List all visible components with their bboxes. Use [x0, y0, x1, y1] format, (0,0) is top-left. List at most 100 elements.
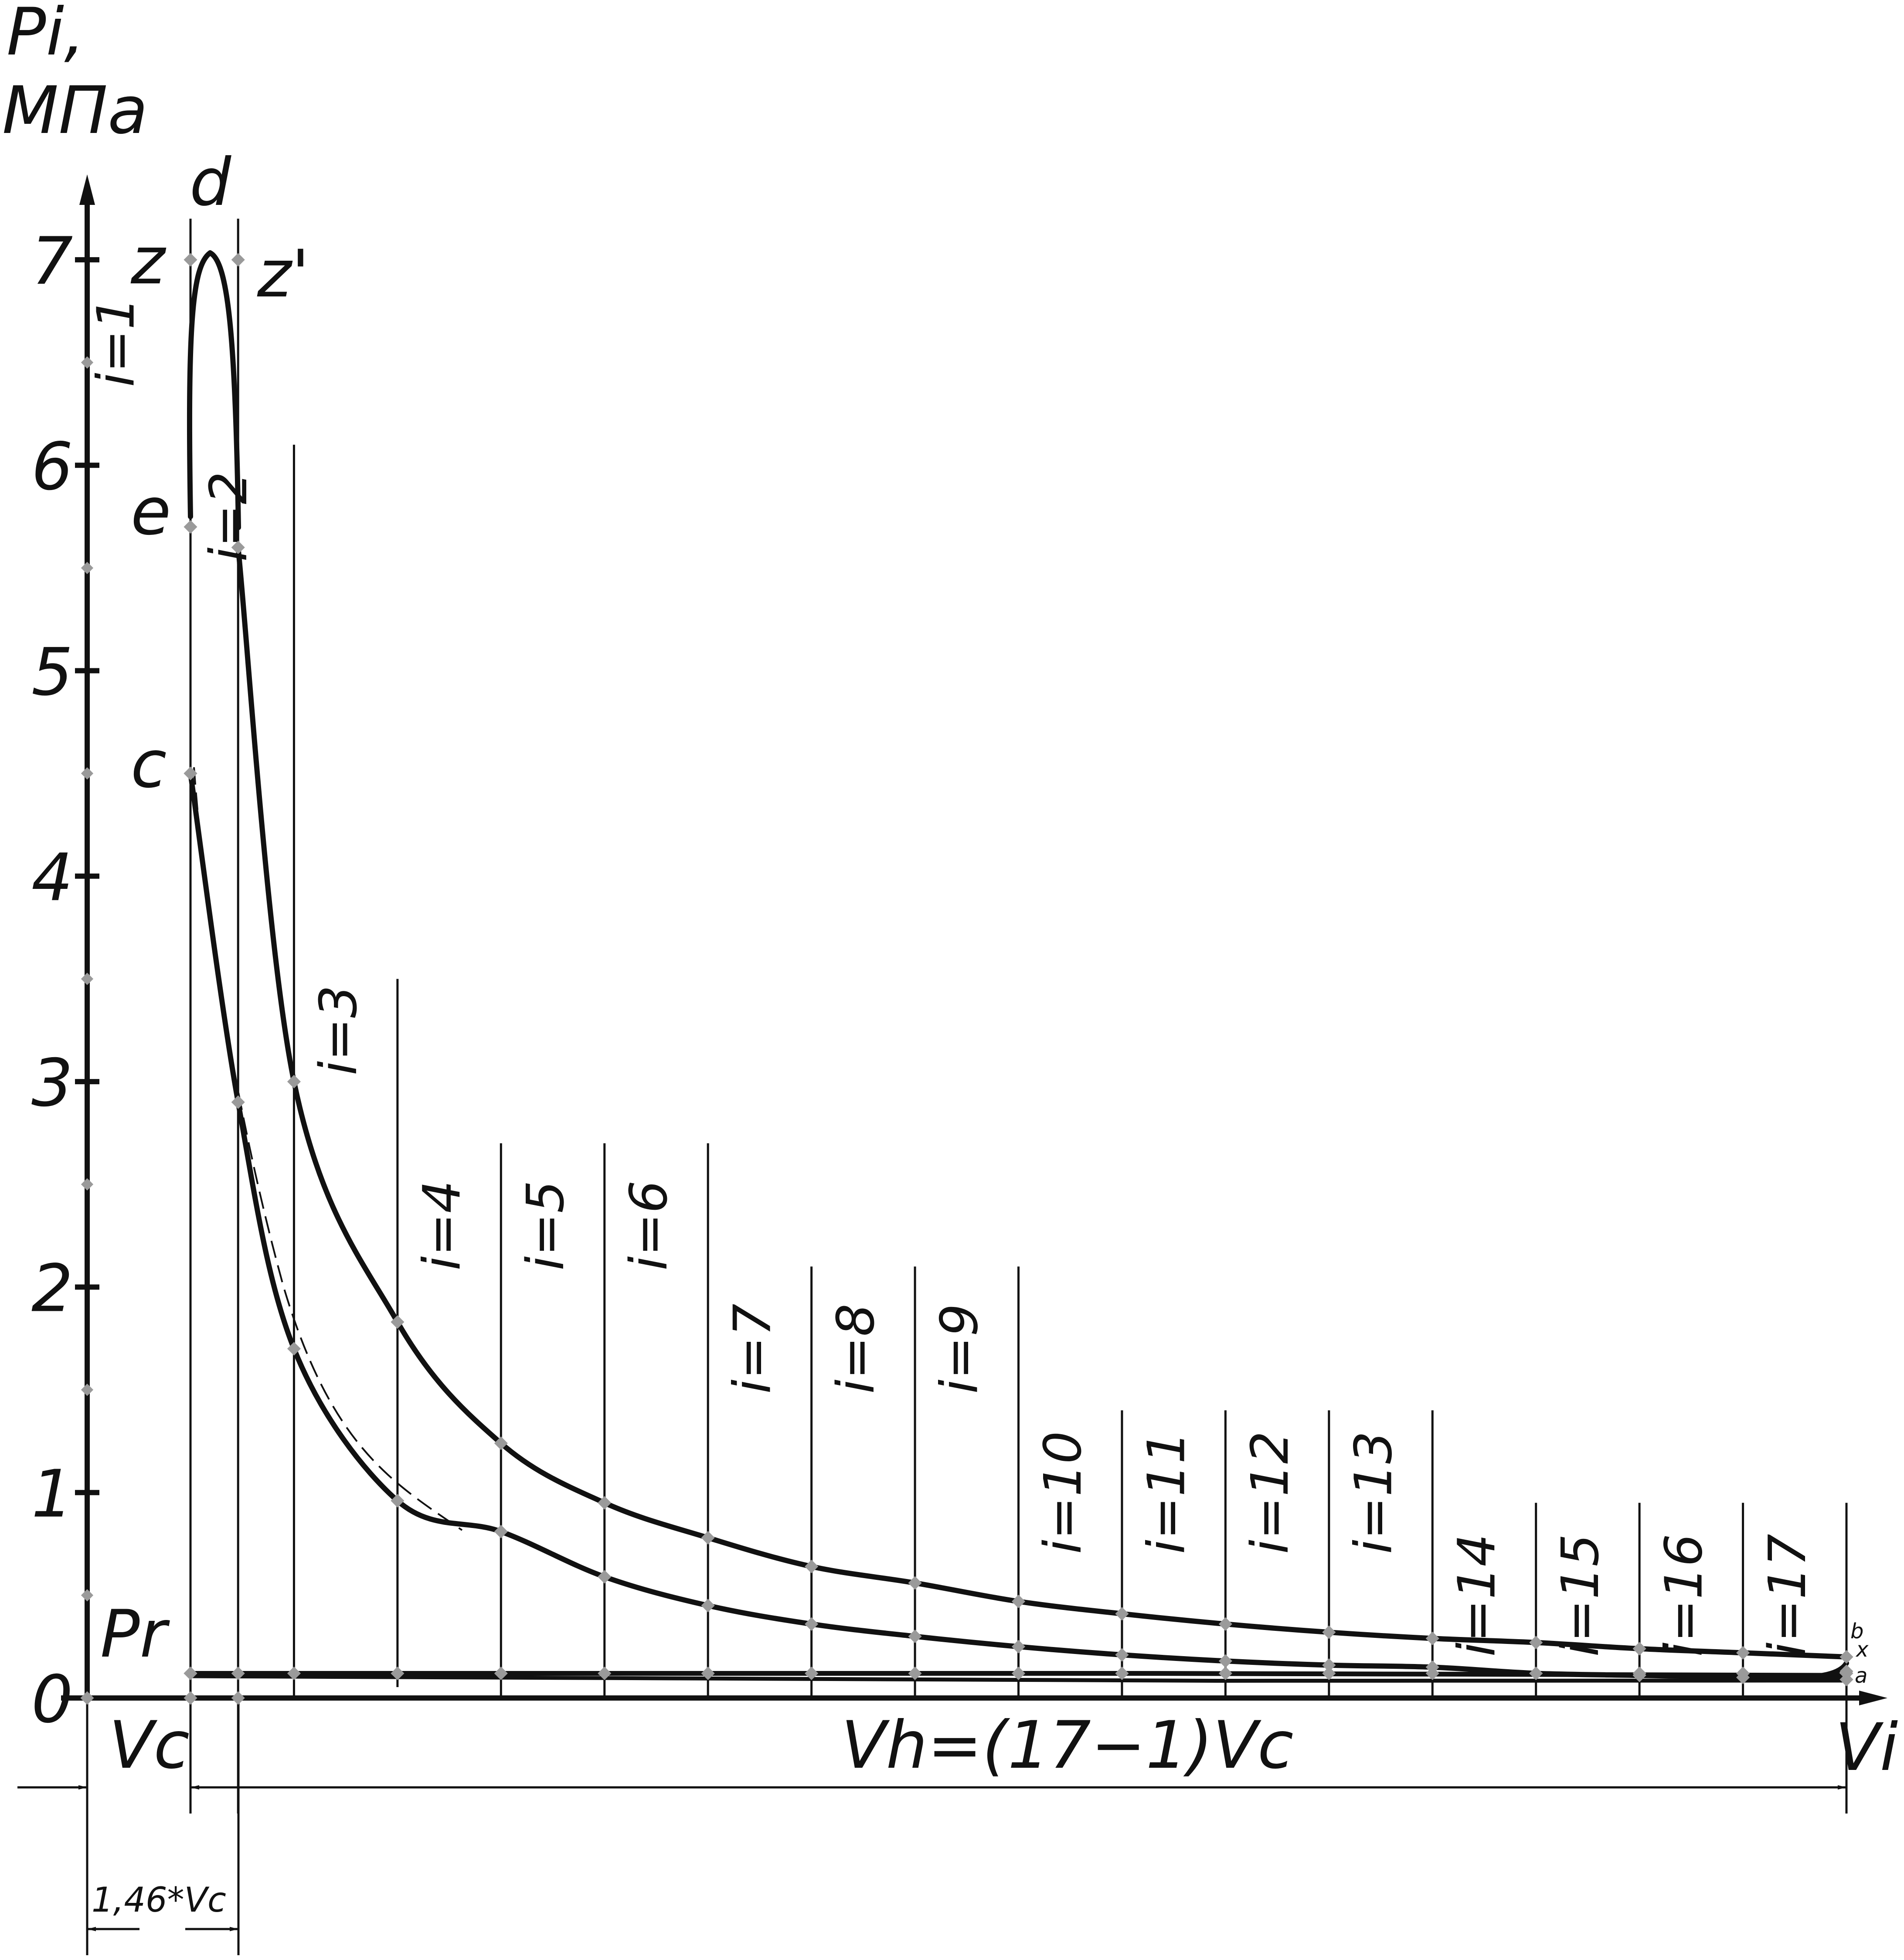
- section-label-14: i=14: [1447, 1534, 1507, 1657]
- section-label-2: i=2: [198, 472, 258, 562]
- compression-point: [1218, 1654, 1232, 1668]
- dim-146vc-label: 1,46*Vc: [92, 1881, 226, 1920]
- point-label-d: d: [190, 145, 231, 221]
- exhaust-point: [1218, 1666, 1232, 1681]
- section-label-11: i=11: [1136, 1431, 1196, 1554]
- y-tick-label-1: 1: [31, 1456, 73, 1532]
- exhaust-point: [1632, 1666, 1646, 1681]
- compression-point: [1322, 1658, 1336, 1672]
- key-point-z: [184, 253, 197, 267]
- key-point-Pr: [184, 1666, 197, 1681]
- exhaust-point: [908, 1666, 922, 1681]
- section-label-8: i=8: [826, 1303, 886, 1394]
- expansion-point: [908, 1576, 922, 1590]
- dashed-compression-curve: [193, 767, 463, 1531]
- y-tick-label-3: 3: [31, 1045, 73, 1121]
- y-tick-label-7: 7: [31, 224, 73, 299]
- point-label-z: z: [130, 223, 167, 299]
- exhaust-point: [701, 1666, 715, 1681]
- section-label-15: i=15: [1550, 1534, 1610, 1657]
- section-label-4: i=4: [411, 1181, 472, 1271]
- expansion-point: [1736, 1646, 1750, 1660]
- origin-point: [80, 1691, 94, 1705]
- compression-point: [231, 1095, 245, 1109]
- intake-line: [188, 1674, 1849, 1683]
- expansion-point: [1529, 1636, 1543, 1650]
- section-label-10: i=10: [1033, 1431, 1093, 1554]
- key-point-b: [1839, 1650, 1853, 1664]
- compression-point: [494, 1524, 508, 1538]
- pr-label: Pr: [100, 1596, 170, 1672]
- expansion-point: [1011, 1594, 1026, 1609]
- y-tick-label-0: 0: [31, 1662, 73, 1738]
- expansion-point: [494, 1436, 508, 1450]
- point-label-c: c: [131, 727, 167, 803]
- key-point-c: [184, 766, 197, 780]
- compression-point: [908, 1630, 922, 1644]
- axes: [61, 174, 1887, 1705]
- section-label-5: i=5: [515, 1181, 575, 1271]
- expansion-point: [287, 1075, 301, 1089]
- combustion-peak-curve: [187, 250, 241, 530]
- vc-axis-point: [184, 1691, 197, 1705]
- y-tick-label-5: 5: [31, 635, 73, 711]
- key-point-z-prime: [231, 253, 245, 267]
- expansion-point: [805, 1559, 819, 1573]
- expansion-point: [598, 1496, 612, 1510]
- expansion-point: [701, 1531, 715, 1545]
- y-ticks: 0 1 2 3 4 5 6 7: [31, 224, 99, 1738]
- section-label-6: i=6: [619, 1181, 679, 1271]
- exhaust-point: [287, 1666, 301, 1681]
- exhaust-point: [1425, 1666, 1439, 1681]
- expansion-point: [391, 1315, 405, 1329]
- point-label-z-prime: z': [257, 236, 309, 312]
- key-point-a: [1839, 1673, 1853, 1687]
- vc-label: Vc: [109, 1708, 190, 1783]
- x-axis-arrow: [1859, 1691, 1887, 1705]
- compression-point: [701, 1599, 715, 1613]
- compression-point: [1115, 1648, 1129, 1662]
- expansion-point: [1115, 1607, 1129, 1621]
- key-point-x: [1839, 1664, 1853, 1678]
- compression-point: [287, 1342, 301, 1356]
- y-axis-arrow: [79, 174, 95, 205]
- axis-half-marker: [81, 973, 94, 985]
- axis-half-marker: [81, 1589, 94, 1602]
- compression-point: [598, 1570, 612, 1584]
- axis-half-marker: [81, 767, 94, 780]
- exhaust-point: [494, 1666, 508, 1681]
- exhaust-point: [1115, 1666, 1129, 1681]
- axis-half-marker: [81, 561, 94, 574]
- exhaust-point: [805, 1666, 819, 1681]
- dimensions: [17, 1698, 1848, 1955]
- vh-label: Vh=(17−1)Vc: [841, 1708, 1293, 1783]
- point-label-a: a: [1855, 1664, 1867, 1688]
- compression-point: [805, 1617, 819, 1631]
- exhaust-end-curve: [1785, 1661, 1849, 1681]
- x-axis-label: Vi: [1835, 1710, 1898, 1786]
- expansion-point: [1425, 1631, 1439, 1645]
- point-label-x: x: [1855, 1637, 1869, 1662]
- exhaust-point: [1529, 1666, 1543, 1681]
- point-label-b: b: [1850, 1619, 1863, 1644]
- section-label-17: i=17: [1757, 1534, 1817, 1657]
- exhaust-point: [1011, 1666, 1026, 1681]
- section-label-12: i=12: [1240, 1431, 1300, 1554]
- section-label-9: i=9: [929, 1303, 989, 1394]
- exhaust-point: [391, 1666, 405, 1681]
- expansion-point: [1322, 1625, 1336, 1639]
- section-labels: i=1 i=2 i=3 i=4 i=5 i=6 i=7 i=8 i=9 i=10 i=11 i=12 i…: [86, 297, 1817, 1657]
- key-point-e: [184, 520, 197, 534]
- exhaust-point: [598, 1666, 612, 1681]
- point-label-e: e: [131, 474, 171, 550]
- section-label-3: i=3: [308, 985, 368, 1075]
- exhaust-point: [231, 1666, 245, 1681]
- exhaust-point: [1736, 1666, 1750, 1681]
- y-tick-label-6: 6: [31, 429, 73, 505]
- expansion-point: [1632, 1642, 1646, 1656]
- curve-markers: [80, 253, 1853, 1705]
- y-axis-label-line2: МПа: [2, 73, 148, 149]
- compression-point: [391, 1494, 405, 1508]
- compression-point: [1011, 1640, 1026, 1654]
- vz-axis-point: [231, 1691, 245, 1705]
